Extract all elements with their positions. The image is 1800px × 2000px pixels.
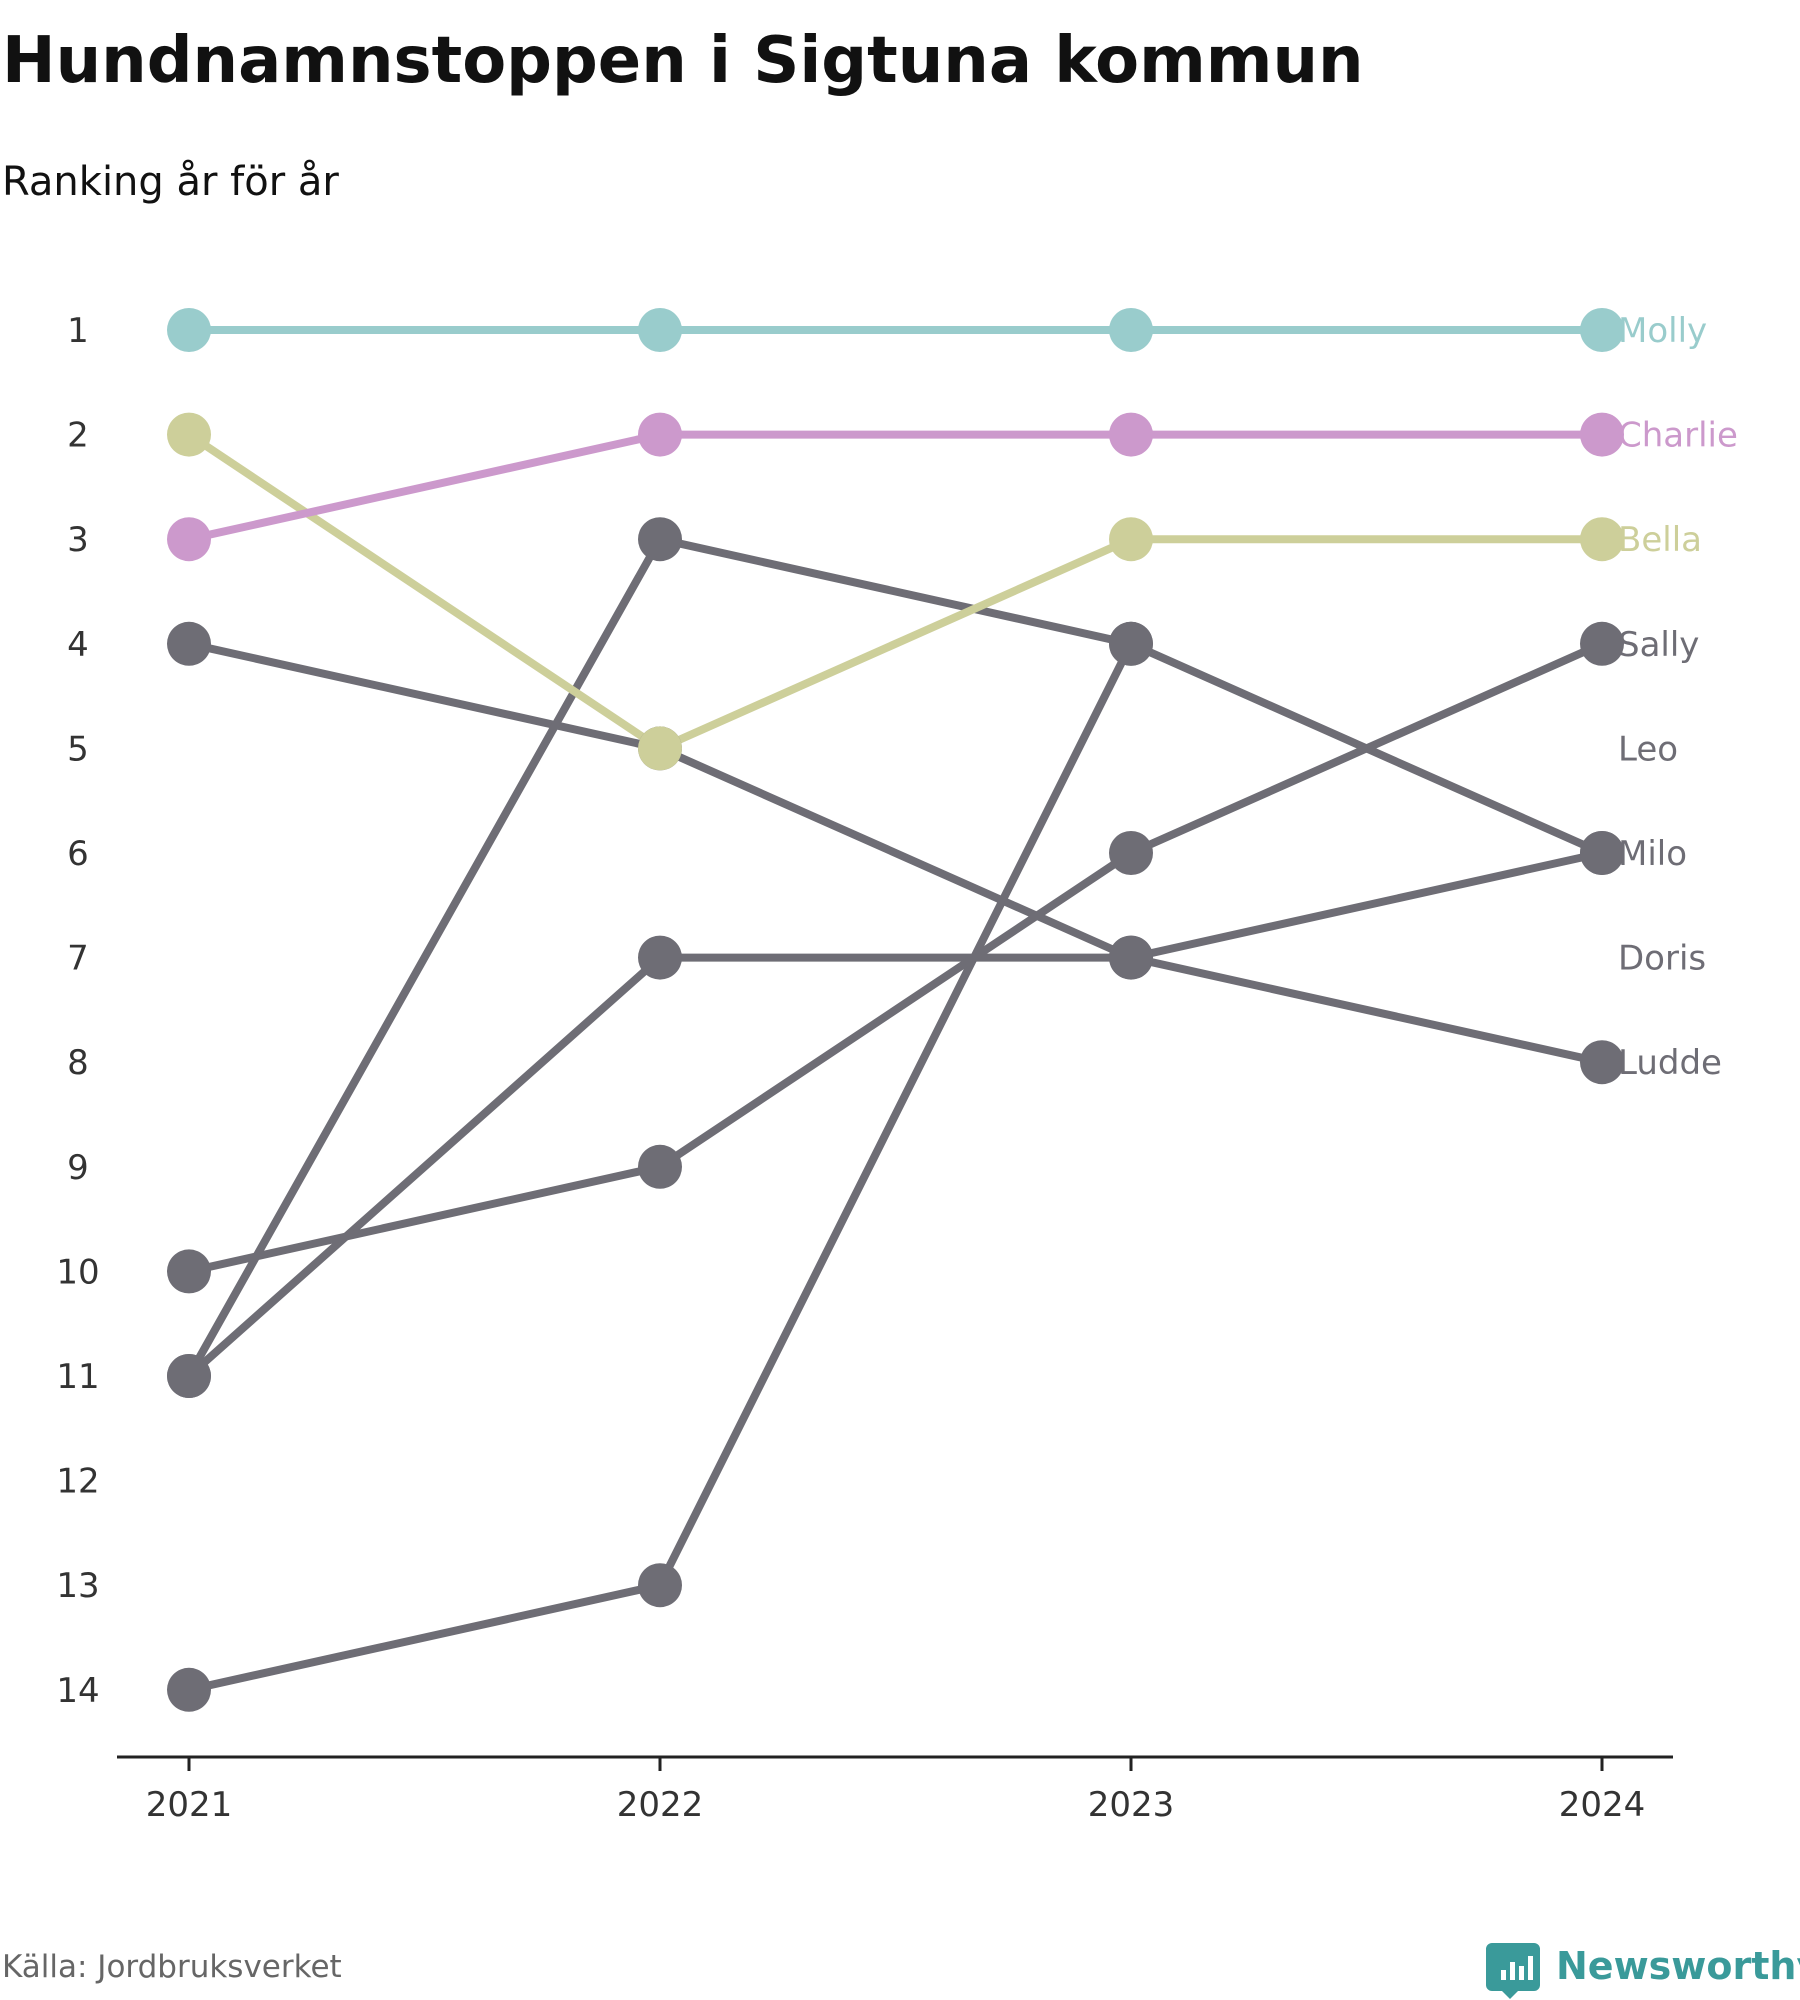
point-molly-2023 <box>1109 308 1153 352</box>
point-molly-2021 <box>167 308 211 352</box>
series-line-charlie <box>185 430 1606 544</box>
y-tick-label: 6 <box>67 834 89 874</box>
end-label-milo: Milo <box>1618 834 1687 874</box>
point-molly-2024 <box>1580 308 1624 352</box>
point-sally-2023 <box>1109 831 1153 875</box>
y-tick-label: 12 <box>56 1462 99 1502</box>
end-label-doris: Doris <box>1618 939 1706 979</box>
y-tick-label: 14 <box>56 1671 99 1711</box>
point-ludde-2024 <box>1580 1040 1624 1085</box>
chart-speech-bubble-icon <box>1486 1943 1540 1999</box>
y-tick-label: 13 <box>56 1566 99 1606</box>
series-line-bella <box>185 430 1606 753</box>
end-label-molly: Molly <box>1618 311 1707 351</box>
y-tick-label: 3 <box>67 520 89 560</box>
point-bella-2024 <box>1580 517 1624 562</box>
point-leo-2022 <box>638 935 682 980</box>
point-milo-2022 <box>638 517 682 562</box>
y-tick-label: 4 <box>67 625 89 665</box>
y-tick-label: 7 <box>67 939 89 979</box>
point-bella-2023 <box>1109 517 1153 562</box>
point-charlie-2021 <box>167 517 211 562</box>
y-tick-label: 9 <box>67 1148 89 1188</box>
point-charlie-2022 <box>638 412 682 457</box>
point-doris-2022 <box>638 1563 682 1608</box>
y-tick-label: 1 <box>67 311 89 351</box>
end-label-charlie: Charlie <box>1618 416 1738 456</box>
point-leo-2024 <box>1580 831 1624 875</box>
x-tick-label: 2023 <box>1088 1785 1175 1825</box>
point-bella-2021 <box>167 412 211 457</box>
series-line-sally <box>185 639 1606 1276</box>
end-label-bella: Bella <box>1618 520 1702 560</box>
y-tick-label: 11 <box>56 1357 99 1397</box>
x-tick-label: 2024 <box>1559 1785 1646 1825</box>
series-line-leo <box>185 849 1606 1380</box>
y-tick-label: 10 <box>56 1252 99 1292</box>
y-tick-label: 2 <box>67 416 89 456</box>
point-milo-2023 <box>1109 621 1153 666</box>
x-tick-label: 2021 <box>146 1785 233 1825</box>
series-points <box>167 308 1624 1712</box>
point-charlie-2024 <box>1580 412 1624 457</box>
point-sally-2021 <box>167 1249 211 1294</box>
brand-name: Newsworthy <box>1556 1944 1800 1988</box>
y-tick-label: 5 <box>67 729 89 769</box>
point-bella-2022 <box>638 726 682 771</box>
point-leo-2021 <box>167 1354 211 1398</box>
series-lines <box>185 326 1606 1694</box>
x-axis-ticks: 2021 2022 2023 2024 <box>146 1757 1646 1825</box>
y-tick-label: 8 <box>67 1043 89 1083</box>
end-label-ludde: Ludde <box>1618 1043 1722 1083</box>
chart-title: Hundnamnstoppen i Sigtuna kommun <box>2 24 1364 98</box>
series-line-ludde <box>185 639 1606 1067</box>
point-sally-2022 <box>638 1144 682 1189</box>
point-sally-2024 <box>1580 621 1624 666</box>
point-leo-2023 <box>1109 935 1153 980</box>
point-molly-2022 <box>638 308 682 352</box>
end-labels: Molly Charlie Bella Sally Leo Milo Doris Ludde <box>1618 311 1738 1083</box>
point-doris-2021 <box>167 1667 211 1712</box>
end-label-sally: Sally <box>1618 625 1699 665</box>
source-note: Källa: Jordbruksverket <box>2 1949 342 1985</box>
x-tick-label: 2022 <box>617 1785 704 1825</box>
point-ludde-2021 <box>167 621 211 666</box>
chart-subtitle: Ranking år för år <box>2 159 339 205</box>
newsworthy-logo: Newsworthy <box>1486 1943 1800 1999</box>
point-charlie-2023 <box>1109 412 1153 457</box>
end-label-leo: Leo <box>1618 729 1678 769</box>
